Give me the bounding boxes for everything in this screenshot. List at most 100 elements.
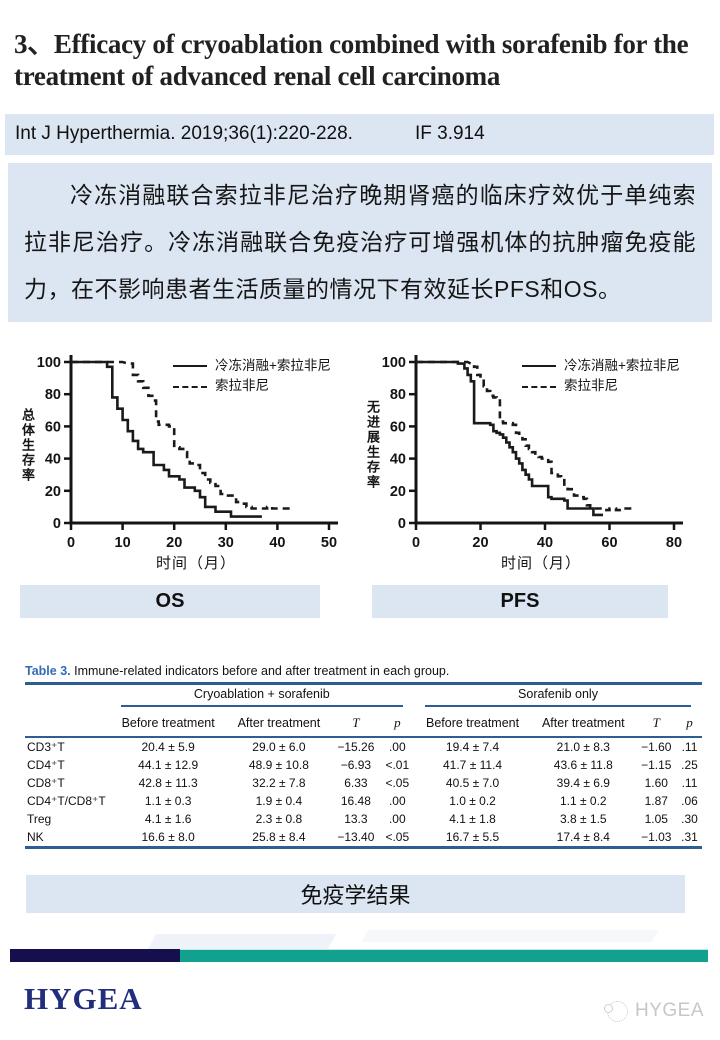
svg-text:40: 40 (537, 535, 553, 550)
table-cell: −1.03 (641, 830, 672, 845)
column-header: Before treatment (414, 709, 532, 739)
svg-text:40: 40 (390, 452, 406, 468)
corner-cell (25, 684, 110, 710)
legend-label: 冷冻消融+索拉非尼 (564, 358, 680, 374)
svg-text:0: 0 (53, 516, 61, 532)
table-cell: 1.05 (644, 812, 668, 827)
results-table-section: Table 3. Immune-related indicators befor… (25, 664, 702, 850)
column-header: After treatment (531, 709, 636, 739)
divider-teal-segment (180, 949, 708, 962)
svg-text:80: 80 (45, 387, 61, 403)
group-header-label: Cryoablation + sorafenib (120, 687, 403, 708)
svg-text:0: 0 (412, 535, 420, 550)
table-cell: 1.1 ± 0.3 (144, 794, 192, 809)
table-row: CD3⁺T 20.4 ± 5.9 29.0 ± 6.0 −15.26 .00 19.4 ±… (25, 737, 702, 756)
summary-box: 冷冻消融联合索拉非尼治疗晚期肾癌的临床疗效优于单纯索拉非尼治疗。冷冻消融联合免疫… (8, 162, 712, 323)
pfs-y-axis-label: 无进展生存率 (365, 400, 380, 491)
impact-factor: IF 3.914 (414, 123, 485, 145)
pfs-survival-chart: 0 20 40 60 80 100 0 20 40 60 80 (382, 355, 683, 550)
table-cell: 25.8 ± 8.4 (252, 830, 306, 845)
hygea-watermark: HYGEA (603, 1000, 704, 1022)
column-header: Before treatment (109, 709, 227, 739)
svg-text:100: 100 (37, 355, 61, 371)
table-cell: 4.1 ± 1.6 (144, 812, 192, 827)
group-header-row: Cryoablation + sorafenib Sorafenib only (25, 684, 702, 710)
legend-item: 冷冻消融+索拉非尼 (173, 356, 331, 376)
divider-navy-segment (10, 949, 180, 962)
table-row: CD8⁺T 42.8 ± 11.3 32.2 ± 7.8 6.33 <.05 40.5 ±… (25, 774, 702, 792)
table-cell: −13.40 (337, 830, 375, 845)
immune-indicators-table: Cryoablation + sorafenib Sorafenib only Be… (25, 682, 702, 850)
group-header: Cryoablation + sorafenib (110, 684, 414, 710)
ghost-artifact (148, 934, 336, 949)
table-cell: .25 (681, 758, 698, 773)
svg-text:80: 80 (390, 387, 406, 403)
table-cell: 2.3 ± 0.8 (255, 812, 303, 827)
table-cell: −1.60 (641, 740, 672, 755)
svg-text:0: 0 (67, 535, 75, 550)
table-cell: .00 (388, 794, 406, 809)
svg-text:20: 20 (472, 535, 488, 550)
table-cell: .00 (388, 740, 406, 755)
row-label: CD3⁺T (27, 740, 65, 755)
group-header-label: Sorafenib only (424, 687, 692, 708)
row-label: NK (27, 830, 44, 845)
svg-text:80: 80 (666, 535, 682, 550)
table-cell: .11 (681, 776, 698, 791)
table-cell: 1.1 ± 0.2 (559, 794, 607, 809)
table-cell: <.05 (385, 830, 410, 845)
table-cell: 17.4 ± 8.4 (556, 830, 610, 845)
table-cell: 1.60 (644, 776, 668, 791)
table-cell: −15.26 (337, 740, 375, 755)
table-cell: 13.3 (344, 812, 368, 827)
table-cell: 32.2 ± 7.8 (252, 776, 306, 791)
os-y-axis-label: 总体生存率 (20, 408, 35, 484)
table-cell: 1.9 ± 0.4 (255, 794, 303, 809)
results-table-head: Cryoablation + sorafenib Sorafenib only Be… (25, 684, 702, 739)
table-cell: <.05 (385, 776, 410, 791)
os-caption-box: OS (20, 585, 320, 619)
table-cell: 21.0 ± 8.3 (556, 740, 610, 755)
svg-text:60: 60 (45, 420, 61, 436)
svg-text:30: 30 (218, 535, 234, 550)
results-table-body: CD3⁺T 20.4 ± 5.9 29.0 ± 6.0 −15.26 .00 19.4 ±… (25, 737, 702, 848)
pfs-chart-figure: 无进展生存率 0 20 40 60 80 100 0 20 40 60 80 冷冻消融+索拉非尼 索… (360, 350, 697, 573)
table-cell: 3.8 ± 1.5 (559, 812, 607, 827)
immunology-result-label: 免疫学结果 (26, 875, 685, 914)
svg-text:20: 20 (390, 484, 406, 500)
table-row: CD4⁺T/CD8⁺T 1.1 ± 0.3 1.9 ± 0.4 16.48 .00 1.0… (25, 792, 702, 810)
group-header: Sorafenib only (414, 684, 702, 710)
pfs-x-axis-label: 时间（月） (500, 555, 581, 573)
legend-dashed-line (173, 385, 207, 388)
table-cell: <.01 (385, 758, 410, 773)
table-cell: 6.33 (344, 776, 368, 791)
page-title: 3、Efficacy of cryoablation combined with… (14, 29, 689, 92)
table-caption: Table 3. Immune-related indicators befor… (25, 664, 702, 678)
svg-text:100: 100 (382, 355, 406, 371)
svg-text:10: 10 (115, 535, 131, 550)
table-cell: −1.15 (641, 758, 672, 773)
table-row: CD4⁺T 44.1 ± 12.9 48.9 ± 10.8 −6.93 <.01 41.7… (25, 756, 702, 774)
table-cell: 41.7 ± 11.4 (443, 758, 503, 773)
table-cell: 48.9 ± 10.8 (248, 758, 309, 773)
ghost-artifact (361, 930, 659, 942)
svg-text:20: 20 (45, 484, 61, 500)
table-row: NK 16.6 ± 8.0 25.8 ± 8.4 −13.40 <.05 16.7 ± 5… (25, 828, 702, 848)
table-cell: .11 (681, 740, 698, 755)
table-cell: 19.4 ± 7.4 (445, 740, 500, 755)
legend-item: 索拉非尼 (522, 376, 680, 396)
hygea-watermark-text: HYGEA (634, 1000, 704, 1021)
row-label: CD4⁺T/CD8⁺T (27, 794, 106, 809)
summary-text: 冷冻消融联合索拉非尼治疗晚期肾癌的临床疗效优于单纯索拉非尼治疗。冷冻消融联合免疫… (24, 181, 696, 303)
survival-charts: 总体生存率 0 20 40 60 80 100 0 10 20 30 40 50 冷冻消融+索拉非尼 … (0, 350, 720, 573)
hygea-watermark-icon (603, 1000, 628, 1022)
svg-text:20: 20 (166, 535, 182, 550)
table-cell: 1.0 ± 0.2 (449, 794, 496, 809)
row-label: CD4⁺T (27, 758, 65, 773)
table-caption-text: Immune-related indicators before and aft… (74, 664, 450, 679)
table-cell: 1.87 (644, 794, 668, 809)
pfs-caption-box: PFS (372, 585, 668, 619)
row-label: CD8⁺T (27, 776, 65, 791)
table-cell: 43.6 ± 11.8 (553, 758, 613, 773)
svg-text:60: 60 (601, 535, 617, 550)
